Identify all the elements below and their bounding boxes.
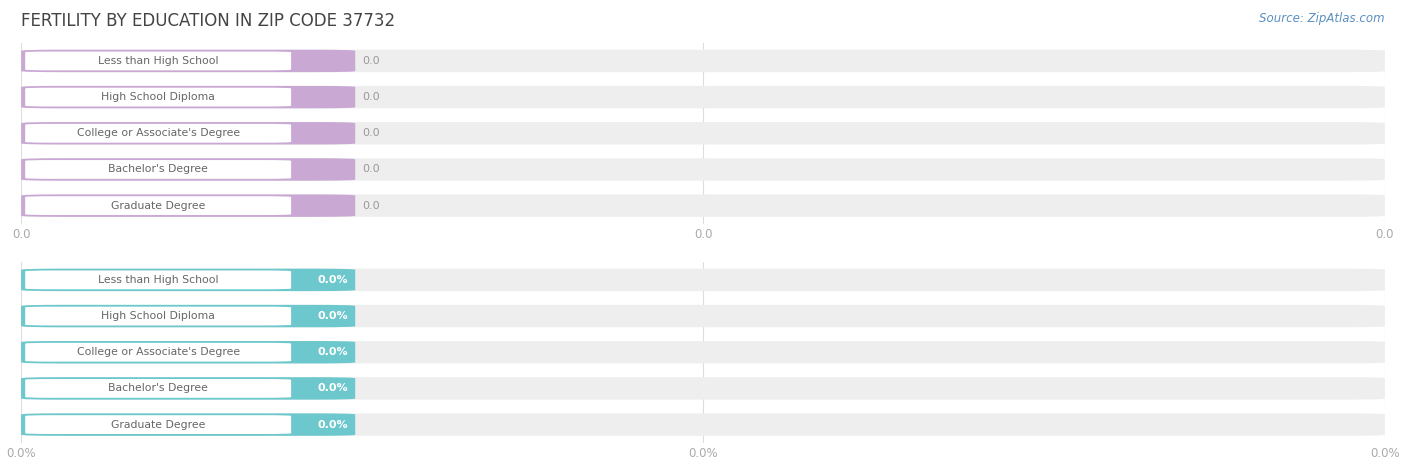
Text: High School Diploma: High School Diploma [101, 92, 215, 102]
FancyBboxPatch shape [21, 413, 356, 436]
FancyBboxPatch shape [21, 122, 1385, 145]
FancyBboxPatch shape [21, 341, 356, 364]
FancyBboxPatch shape [25, 196, 291, 215]
Text: 0.0%: 0.0% [318, 347, 349, 357]
Text: Source: ZipAtlas.com: Source: ZipAtlas.com [1260, 12, 1385, 25]
Text: FERTILITY BY EDUCATION IN ZIP CODE 37732: FERTILITY BY EDUCATION IN ZIP CODE 37732 [21, 12, 395, 30]
FancyBboxPatch shape [21, 268, 356, 291]
Text: Bachelor's Degree: Bachelor's Degree [108, 383, 208, 394]
FancyBboxPatch shape [25, 124, 291, 143]
FancyBboxPatch shape [25, 415, 291, 434]
FancyBboxPatch shape [21, 377, 1385, 400]
Text: Graduate Degree: Graduate Degree [111, 419, 205, 430]
FancyBboxPatch shape [25, 270, 291, 289]
FancyBboxPatch shape [21, 268, 1385, 291]
FancyBboxPatch shape [21, 377, 356, 400]
Text: 0.0%: 0.0% [318, 311, 349, 321]
Text: 0.0%: 0.0% [318, 383, 349, 394]
Text: High School Diploma: High School Diploma [101, 311, 215, 321]
FancyBboxPatch shape [21, 50, 356, 72]
FancyBboxPatch shape [25, 51, 291, 70]
FancyBboxPatch shape [21, 86, 356, 109]
FancyBboxPatch shape [21, 50, 1385, 72]
FancyBboxPatch shape [21, 158, 356, 181]
Text: College or Associate's Degree: College or Associate's Degree [76, 347, 239, 357]
Text: 0.0%: 0.0% [318, 419, 349, 430]
FancyBboxPatch shape [21, 341, 1385, 364]
FancyBboxPatch shape [21, 122, 356, 145]
Text: 0.0%: 0.0% [318, 275, 349, 285]
FancyBboxPatch shape [25, 307, 291, 326]
Text: College or Associate's Degree: College or Associate's Degree [76, 128, 239, 139]
Text: 0.0: 0.0 [363, 56, 380, 66]
FancyBboxPatch shape [25, 160, 291, 179]
Text: 0.0: 0.0 [363, 164, 380, 175]
Text: Graduate Degree: Graduate Degree [111, 200, 205, 211]
Text: 0.0: 0.0 [363, 200, 380, 211]
FancyBboxPatch shape [21, 305, 1385, 327]
FancyBboxPatch shape [25, 343, 291, 362]
FancyBboxPatch shape [21, 158, 1385, 181]
Text: Less than High School: Less than High School [98, 56, 218, 66]
FancyBboxPatch shape [25, 88, 291, 107]
FancyBboxPatch shape [21, 194, 1385, 217]
FancyBboxPatch shape [25, 379, 291, 398]
FancyBboxPatch shape [21, 305, 356, 327]
Text: 0.0: 0.0 [363, 92, 380, 102]
Text: Less than High School: Less than High School [98, 275, 218, 285]
FancyBboxPatch shape [21, 194, 356, 217]
FancyBboxPatch shape [21, 413, 1385, 436]
Text: Bachelor's Degree: Bachelor's Degree [108, 164, 208, 175]
Text: 0.0: 0.0 [363, 128, 380, 139]
FancyBboxPatch shape [21, 86, 1385, 109]
